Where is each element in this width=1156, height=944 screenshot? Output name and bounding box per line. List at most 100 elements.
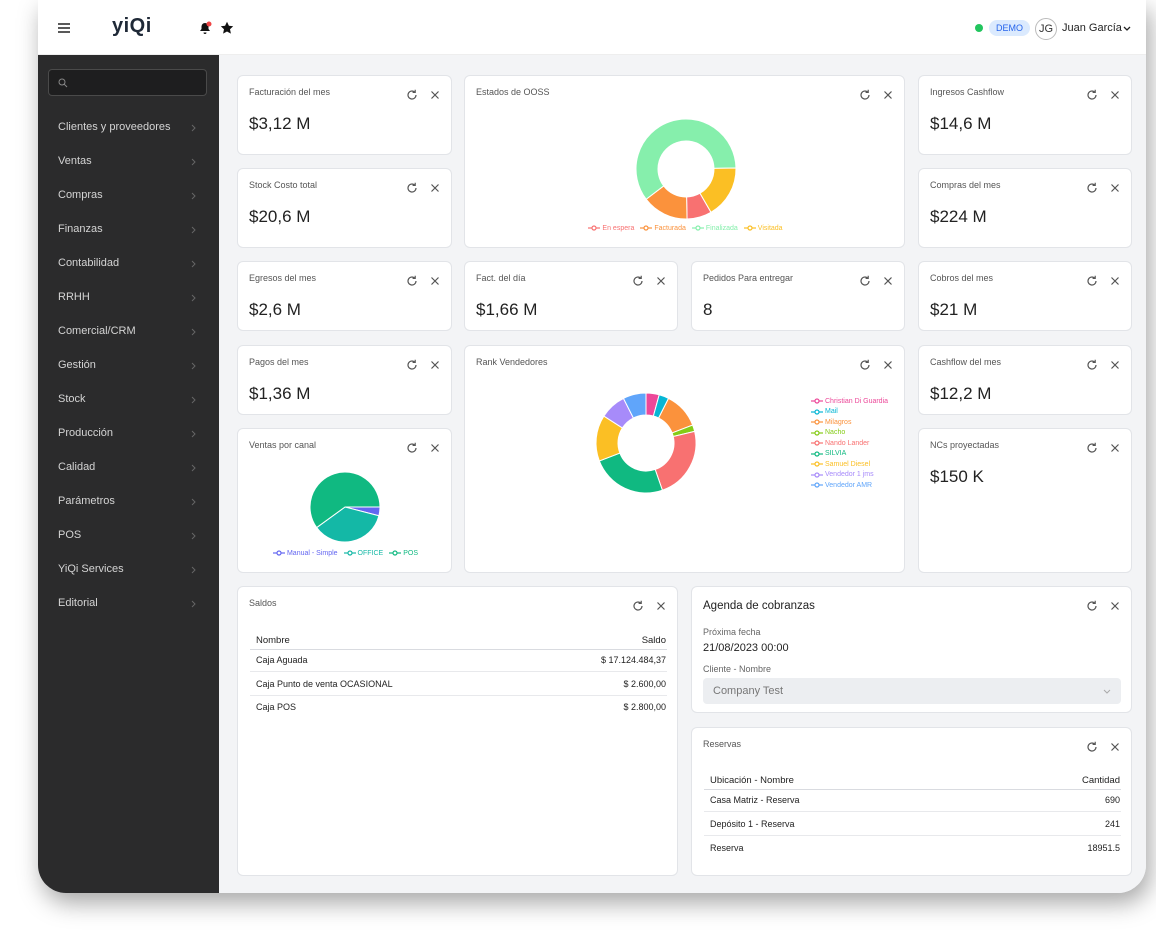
menu-item[interactable]: Calidad [38, 458, 219, 478]
legend-item[interactable]: En espera [588, 223, 634, 234]
refresh-button[interactable] [406, 89, 418, 101]
refresh-button[interactable] [406, 275, 418, 287]
menu-item[interactable]: Ventas [38, 152, 219, 172]
legend-item[interactable]: Milagros [811, 417, 901, 428]
menu-item[interactable]: Compras [38, 186, 219, 206]
close-button[interactable] [882, 275, 894, 287]
legend-item[interactable]: Finalizada [691, 223, 738, 234]
close-button[interactable] [1109, 359, 1121, 371]
legend-item[interactable]: Facturada [640, 223, 686, 234]
menu-item[interactable]: POS [38, 526, 219, 546]
kpi-card: Pagos del mes $1,36 M [237, 345, 452, 415]
menu-item[interactable]: RRHH [38, 288, 219, 308]
legend-item[interactable]: OFFICE [343, 548, 383, 559]
legend-item[interactable]: Mail [811, 407, 901, 418]
column-header: Cantidad [1081, 775, 1120, 786]
refresh-button[interactable] [406, 359, 418, 371]
row-divider [250, 671, 667, 672]
refresh-button[interactable] [1086, 741, 1098, 753]
menu-item[interactable]: YiQi Services [38, 560, 219, 580]
legend-item[interactable]: Vendedor 1 jms [811, 470, 901, 481]
refresh-button[interactable] [1086, 600, 1098, 612]
legend-item[interactable]: Manual - Simple [272, 548, 338, 559]
user-avatar[interactable]: JG [1035, 18, 1057, 40]
menu-item[interactable]: Comercial/CRM [38, 322, 219, 342]
refresh-button[interactable] [1086, 275, 1098, 287]
legend-marker [691, 225, 704, 231]
close-button[interactable] [655, 275, 667, 287]
close-button[interactable] [1109, 741, 1121, 753]
refresh-button[interactable] [1086, 89, 1098, 101]
legend-item[interactable]: Visitada [743, 223, 783, 234]
legend-item[interactable]: Vendedor AMR [811, 480, 901, 491]
menu-item[interactable]: Producción [38, 424, 219, 444]
close-button[interactable] [1109, 89, 1121, 101]
refresh-button[interactable] [1086, 182, 1098, 194]
close-icon [1111, 602, 1119, 610]
close-button[interactable] [429, 182, 441, 194]
menu-item[interactable]: Stock [38, 390, 219, 410]
close-icon [884, 361, 892, 369]
refresh-button[interactable] [1086, 442, 1098, 454]
close-icon [1111, 184, 1119, 192]
chevron-icon [191, 498, 196, 506]
legend-item[interactable]: Nando Lander [811, 438, 901, 449]
table-cell: 241 [1104, 819, 1120, 829]
menu-item[interactable]: Editorial [38, 594, 219, 614]
menu-item[interactable]: Clientes y proveedores [38, 118, 219, 138]
menu-chevron [191, 192, 196, 200]
menu-item-label: Gestión [58, 359, 96, 371]
close-button[interactable] [429, 89, 441, 101]
menu-item[interactable]: Contabilidad [38, 254, 219, 274]
legend-item[interactable]: Christian Di Guardia [811, 396, 901, 407]
legend-label: Vendedor AMR [825, 481, 873, 489]
refresh-button[interactable] [859, 359, 871, 371]
kpi-value: $224 M [930, 207, 987, 226]
legend-item[interactable]: Nacho [811, 428, 901, 439]
menu-button[interactable] [58, 23, 70, 33]
legend-item[interactable]: POS [389, 548, 418, 559]
search-input[interactable] [48, 69, 207, 96]
logo: yiQi [112, 15, 152, 37]
user-name[interactable]: Juan García [1062, 22, 1122, 34]
close-button[interactable] [1109, 275, 1121, 287]
refresh-button[interactable] [1086, 359, 1098, 371]
close-button[interactable] [429, 275, 441, 287]
refresh-button[interactable] [859, 275, 871, 287]
menu-item[interactable]: Gestión [38, 356, 219, 376]
close-button[interactable] [882, 359, 894, 371]
refresh-button[interactable] [859, 89, 871, 101]
close-button[interactable] [429, 442, 441, 454]
favorites-button[interactable] [220, 21, 234, 35]
legend-dot [346, 550, 353, 556]
refresh-button[interactable] [632, 600, 644, 612]
legend-item[interactable]: Samuel Diesel [811, 459, 901, 470]
kpi-title: NCs proyectadas [930, 440, 1000, 450]
header-divider [704, 789, 1121, 790]
menu-chevron [191, 532, 196, 540]
close-button[interactable] [1109, 442, 1121, 454]
row-divider [704, 835, 1121, 836]
close-button[interactable] [429, 359, 441, 371]
close-button[interactable] [1109, 600, 1121, 612]
top-bar: yiQi DEMO JG Juan García [38, 0, 1146, 55]
close-button[interactable] [882, 89, 894, 101]
menu-item[interactable]: Finanzas [38, 220, 219, 240]
menu-item[interactable]: Parámetros [38, 492, 219, 512]
chevron-icon [191, 566, 196, 574]
legend-item[interactable]: SILVIA [811, 449, 901, 460]
refresh-button[interactable] [406, 182, 418, 194]
notifications-button[interactable] [198, 21, 212, 35]
close-icon [431, 184, 439, 192]
refresh-button[interactable] [406, 442, 418, 454]
refresh-button[interactable] [632, 275, 644, 287]
close-button[interactable] [1109, 182, 1121, 194]
kpi-title: Compras del mes [930, 180, 1001, 190]
close-button[interactable] [655, 600, 667, 612]
user-menu-chevron[interactable] [1123, 26, 1131, 32]
refresh-icon [860, 89, 870, 100]
chevron-icon [191, 226, 196, 234]
chevron-icon [191, 158, 196, 166]
row-divider [704, 811, 1121, 812]
client-select[interactable]: Company Test [703, 678, 1121, 704]
